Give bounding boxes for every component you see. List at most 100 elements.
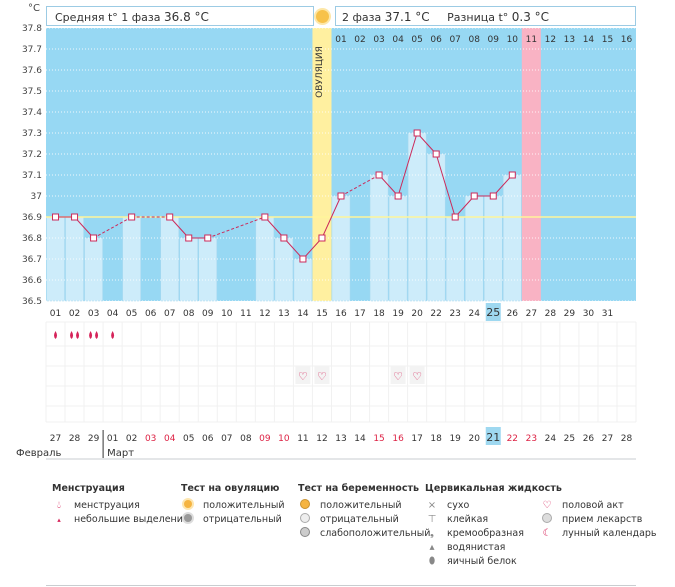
temperature-bar xyxy=(464,195,484,302)
x-tick-label: 04 xyxy=(107,309,119,319)
watery-icon: ▴ xyxy=(429,542,435,553)
test-negative-icon xyxy=(300,512,310,523)
date-label: 01 xyxy=(107,434,118,444)
temperature-point xyxy=(204,234,212,242)
date-label: 14 xyxy=(354,434,366,444)
x-tick-label: 24 xyxy=(468,309,480,319)
date-label: 16 xyxy=(392,434,404,444)
test-weak-icon xyxy=(300,526,310,537)
x-tick-label: 09 xyxy=(202,309,214,319)
x-tick-label: 31 xyxy=(602,309,613,319)
x-tick-label: 28 xyxy=(545,309,557,319)
date-label: 27 xyxy=(602,434,613,444)
x-tick-label: 02 xyxy=(69,309,80,319)
legend-item: отрицательный xyxy=(320,514,399,525)
legend-item: половой акт xyxy=(562,500,624,511)
x-tick-label: 10 xyxy=(221,309,233,319)
legend-cervical: Цервикальная жидкость × сухо ⊤ клейкая ❟ кр… xyxy=(425,482,562,569)
x-tick-label: 13 xyxy=(278,309,289,319)
drop-small-icon: ▴ xyxy=(57,516,61,524)
y-tick-label: 37.1 xyxy=(22,171,42,181)
y-tick-label: 36.9 xyxy=(22,213,42,223)
x-tick-label: 22 xyxy=(430,309,441,319)
x-tick-label: 01 xyxy=(50,309,61,319)
x-tick-label: 03 xyxy=(88,309,99,319)
temperature-point xyxy=(280,234,288,242)
legend-ovulation-title: Тест на овуляцию xyxy=(181,483,280,494)
phase2-day-label: 06 xyxy=(430,35,442,45)
temperature-point xyxy=(261,213,269,221)
temperature-point xyxy=(508,171,516,179)
date-label: 27 xyxy=(50,434,61,444)
today-highlight-bottom xyxy=(485,427,501,445)
x-tick-label: 11 xyxy=(240,309,251,319)
phase2-day-label: 10 xyxy=(507,35,519,45)
temperature-bar xyxy=(122,216,141,302)
x-tick-label: 23 xyxy=(449,309,460,319)
month-label-march: Март xyxy=(107,448,134,459)
legend-cervical-title: Цервикальная жидкость xyxy=(425,483,562,494)
phase1-value: 36.8 °C xyxy=(164,10,209,24)
temperature-point xyxy=(451,213,459,221)
heart-icon: ♡ xyxy=(393,370,403,383)
temperature-point xyxy=(71,213,79,221)
date-label: 24 xyxy=(545,434,557,444)
temperature-line xyxy=(207,216,266,239)
y-tick-label: 37.3 xyxy=(22,129,42,139)
diff-label: Разница t° xyxy=(447,11,509,24)
x-tick-label: 14 xyxy=(297,309,309,319)
legend-item: отрицательный xyxy=(203,514,282,525)
phase2-day-label: 04 xyxy=(392,35,404,45)
legend-item: клейкая xyxy=(447,514,489,525)
phase1-label: Средняя t° 1 фаза xyxy=(55,11,161,24)
x-tick-label: 17 xyxy=(354,309,365,319)
temperature-point xyxy=(337,192,345,200)
date-label: 28 xyxy=(69,434,81,444)
egg-white-icon: ⬮ xyxy=(428,556,436,567)
phase2-day-label: 05 xyxy=(411,35,422,45)
heart-icon: ♡ xyxy=(317,370,327,383)
temperature-bar xyxy=(483,195,503,302)
phase2-day-label: 12 xyxy=(545,35,556,45)
y-tick-label: 36.6 xyxy=(22,276,42,286)
temperature-bar xyxy=(388,195,408,302)
x-tick-label: 08 xyxy=(183,309,195,319)
legend-item: лунный календарь xyxy=(562,528,657,539)
y-tick-label: 36.5 xyxy=(22,297,42,307)
x-tick-label: 20 xyxy=(411,309,423,319)
date-label: 29 xyxy=(88,434,100,444)
phase2-day-label: 03 xyxy=(373,35,384,45)
temperature-point xyxy=(470,192,478,200)
y-tick-label: 37.5 xyxy=(22,87,42,97)
heart-icon: ♡ xyxy=(412,370,422,383)
y-tick-label: 37.7 xyxy=(22,45,42,55)
x-tick-label: 29 xyxy=(564,309,576,319)
temperature-bar xyxy=(198,237,218,302)
month-label-february: Февраль xyxy=(16,448,62,459)
phase2-info: 2 фаза 37.1 °C Разница t° 0.3 °C xyxy=(335,6,636,26)
legend-item: кремообразная xyxy=(447,528,524,539)
temperature-point xyxy=(375,171,383,179)
x-tick-label: 30 xyxy=(583,309,595,319)
phase2-day-label: 07 xyxy=(449,35,460,45)
y-axis-label: °C xyxy=(28,3,40,14)
date-label: 02 xyxy=(126,434,137,444)
intercourse-cell xyxy=(390,366,406,384)
legend-item: положительный xyxy=(203,500,285,511)
today-highlight-top xyxy=(485,303,501,321)
date-label: 13 xyxy=(335,434,346,444)
temperature-line xyxy=(435,153,456,218)
temperature-bar xyxy=(274,237,294,302)
sun-gray-icon xyxy=(184,514,192,522)
y-tick-label: 36.7 xyxy=(22,255,42,265)
y-tick-label: 37 xyxy=(31,192,42,202)
x-tick-label: 15 xyxy=(316,309,327,319)
moon-icon: ☾ xyxy=(542,528,552,539)
temperature-bar xyxy=(84,237,103,302)
diff-value: 0.3 °C xyxy=(511,10,550,24)
ovulation-column xyxy=(312,28,332,301)
x-tick-label: 19 xyxy=(392,309,404,319)
legend-item: водянистая xyxy=(447,542,506,553)
date-label: 08 xyxy=(240,434,252,444)
date-label: 06 xyxy=(202,434,214,444)
